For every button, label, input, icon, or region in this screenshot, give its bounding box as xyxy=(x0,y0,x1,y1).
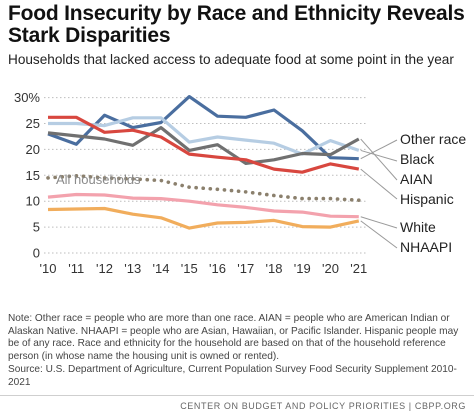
y-tick-label: 30% xyxy=(14,90,40,105)
x-tick-label: '15 xyxy=(181,261,198,276)
footer-divider xyxy=(0,395,474,396)
legend-connector xyxy=(360,149,398,162)
y-tick-label: 25 xyxy=(26,116,40,131)
annotations: All households xyxy=(56,172,141,187)
x-tick-label: '13 xyxy=(124,261,141,276)
y-tick-label: 0 xyxy=(33,246,40,261)
series-line-all-households xyxy=(46,174,361,202)
y-axis-ticks: 0 5 10 15 20 25 30% xyxy=(14,90,40,260)
footer-credit: CENTER ON BUDGET AND POLICY PRIORITIES |… xyxy=(180,401,466,411)
legend-label-nhaapi: NHAAPI xyxy=(400,239,452,255)
legend-connector xyxy=(360,139,398,160)
x-axis-ticks: '10 '11 '12 '13 '14 '15 '16 '17 '18 '19 '20 '21 xyxy=(40,261,368,276)
y-tick-label: 20 xyxy=(26,142,40,157)
legend: Other race Black AIAN Hispanic White NHAAPI xyxy=(360,131,466,255)
series-line-white xyxy=(47,192,359,219)
series-line-other-race xyxy=(47,95,359,161)
x-tick-label: '18 xyxy=(266,261,283,276)
series-line-aian xyxy=(47,125,360,166)
legend-label-hispanic: Hispanic xyxy=(400,191,454,207)
x-tick-label: '10 xyxy=(40,261,57,276)
legend-label-white: White xyxy=(400,219,436,235)
x-tick-label: '17 xyxy=(237,261,254,276)
chart-subtitle: Households that lacked access to adequat… xyxy=(8,52,454,67)
y-tick-label: 15 xyxy=(26,168,40,183)
x-tick-label: '16 xyxy=(209,261,226,276)
series-lines xyxy=(46,95,361,230)
x-tick-label: '11 xyxy=(68,261,84,276)
legend-label-aian: AIAN xyxy=(400,171,433,187)
chart-note: Note: Other race = people who are more t… xyxy=(8,313,459,362)
series-line-nhaapi xyxy=(47,206,360,230)
y-tick-label: 5 xyxy=(33,220,40,235)
x-tick-label: '21 xyxy=(350,261,367,276)
legend-label-other-race: Other race xyxy=(400,131,466,147)
legend-label-black: Black xyxy=(400,151,435,167)
x-tick-label: '14 xyxy=(153,261,170,276)
series-line-hispanic xyxy=(48,115,360,174)
x-tick-label: '19 xyxy=(294,261,311,276)
legend-connector xyxy=(360,168,398,200)
x-tick-label: '12 xyxy=(96,261,113,276)
chart-source: Source: U.S. Department of Agriculture, … xyxy=(8,364,457,388)
series-line-black xyxy=(48,116,360,156)
legend-connector xyxy=(360,138,398,181)
legend-connector xyxy=(360,216,398,229)
annotation-all-households: All households xyxy=(56,172,141,187)
legend-connector xyxy=(360,220,398,249)
y-tick-label: 10 xyxy=(26,194,40,209)
chart-title: Food Insecurity by Race and Ethnicity Re… xyxy=(8,2,465,47)
x-tick-label: '20 xyxy=(322,261,339,276)
